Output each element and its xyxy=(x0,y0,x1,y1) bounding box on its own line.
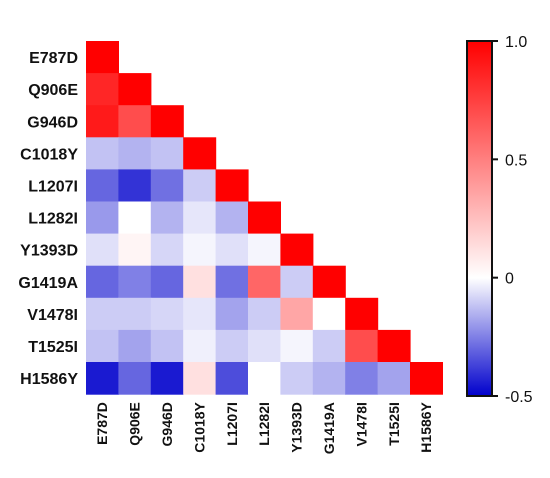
row-label-G946D: G946D xyxy=(27,114,78,131)
heatmap-cell-L1282I-E787D xyxy=(86,201,119,235)
column-label-L1282I: L1282I xyxy=(256,402,272,446)
heatmap-cell-H1586Y-C1018Y xyxy=(183,362,217,395)
heatmap-cell-L1282I-G946D xyxy=(150,201,184,235)
heatmap-cell-T1525I-Y1393D xyxy=(280,329,314,363)
heatmap-cell-T1525I-C1018Y xyxy=(183,329,217,363)
heatmap-cell-V1478I-L1207I xyxy=(215,297,249,331)
row-label-Y1393D: Y1393D xyxy=(20,243,78,260)
heatmap-cell-Y1393D-L1282I xyxy=(248,233,281,267)
heatmap-cell-L1207I-L1207I xyxy=(215,169,249,203)
heatmap-cell-C1018Y-C1018Y xyxy=(183,137,217,170)
row-label-G1419A: G1419A xyxy=(18,275,78,292)
column-label-Q906E: Q906E xyxy=(127,402,143,446)
colorbar-ticks: 1.0 0.5 0 -0.5 xyxy=(492,34,533,406)
column-label-G946D: G946D xyxy=(159,402,175,446)
heatmap-cell-C1018Y-Q906E xyxy=(118,137,152,170)
column-label-H1586Y: H1586Y xyxy=(418,401,434,452)
heatmap-cell-Y1393D-Q906E xyxy=(118,233,152,267)
heatmap-cell-G1419A-L1207I xyxy=(215,265,249,299)
heatmap-cell-G1419A-Q906E xyxy=(118,265,152,299)
heatmap-cell-H1586Y-G946D xyxy=(150,362,184,395)
heatmap-cell-H1586Y-E787D xyxy=(86,362,119,395)
heatmap-cell-L1207I-C1018Y xyxy=(183,169,217,203)
heatmap-cell-T1525I-T1525I xyxy=(377,329,411,363)
heatmap-cell-T1525I-L1207I xyxy=(215,329,249,363)
column-label-T1525I: T1525I xyxy=(386,402,402,446)
colorbar xyxy=(466,40,493,397)
heatmap-cell-T1525I-E787D xyxy=(86,329,119,363)
heatmap-cell-C1018Y-E787D xyxy=(86,137,119,170)
row-label-L1207I: L1207I xyxy=(28,178,78,195)
heatmap-cell-H1586Y-Y1393D xyxy=(280,362,314,395)
column-label-L1207I: L1207I xyxy=(224,402,240,446)
heatmap-cell-G946D-Q906E xyxy=(118,105,152,138)
heatmap-cell-T1525I-L1282I xyxy=(248,329,281,363)
heatmap-cell-Y1393D-L1207I xyxy=(215,233,249,267)
column-label-Y1393D: Y1393D xyxy=(289,402,305,453)
row-label-L1282I: L1282I xyxy=(28,211,78,228)
heatmap-cell-Y1393D-G946D xyxy=(150,233,184,267)
row-label-H1586Y: H1586Y xyxy=(20,371,78,388)
heatmap-cell-T1525I-Q906E xyxy=(118,329,152,363)
heatmap-cell-H1586Y-T1525I xyxy=(377,362,411,395)
heatmap-cells xyxy=(86,41,443,395)
heatmap-cell-L1207I-E787D xyxy=(86,169,119,203)
heatmap-cell-G1419A-G1419A xyxy=(312,265,346,299)
heatmap-cell-H1586Y-H1586Y xyxy=(410,362,443,395)
column-label-V1478I: V1478I xyxy=(353,402,369,446)
heatmap-cell-G1419A-L1282I xyxy=(248,265,281,299)
heatmap-cell-T1525I-G946D xyxy=(150,329,184,363)
heatmap-cell-Y1393D-E787D xyxy=(86,233,119,267)
heatmap-cell-L1282I-L1207I xyxy=(215,201,249,235)
heatmap-cell-V1478I-L1282I xyxy=(248,297,281,331)
column-label-C1018Y: C1018Y xyxy=(191,401,207,452)
row-label-C1018Y: C1018Y xyxy=(20,146,78,163)
heatmap-cell-H1586Y-L1282I xyxy=(248,362,281,395)
heatmap-cell-V1478I-V1478I xyxy=(345,297,379,331)
heatmap-cell-Q906E-E787D xyxy=(86,73,119,106)
heatmap-cell-V1478I-G1419A xyxy=(312,297,346,331)
heatmap-cell-L1207I-Q906E xyxy=(118,169,152,203)
heatmap-cell-V1478I-Q906E xyxy=(118,297,152,331)
heatmap-cell-L1207I-G946D xyxy=(150,169,184,203)
heatmap-cell-V1478I-C1018Y xyxy=(183,297,217,331)
colorbar-tick-label: 1.0 xyxy=(505,34,527,51)
row-label-E787D: E787D xyxy=(29,50,78,67)
heatmap-cell-L1282I-C1018Y xyxy=(183,201,217,235)
row-label-V1478I: V1478I xyxy=(27,307,78,324)
colorbar-tick-label: 0 xyxy=(505,271,514,288)
colorbar-tick-label: 0.5 xyxy=(505,152,527,169)
heatmap-cell-V1478I-Y1393D xyxy=(280,297,314,331)
row-label-T1525I: T1525I xyxy=(28,339,78,356)
colorbar-gradient xyxy=(466,40,493,397)
colorbar-tick-label: -0.5 xyxy=(505,389,533,406)
heatmap-cell-G1419A-E787D xyxy=(86,265,119,299)
heatmap-cell-H1586Y-V1478I xyxy=(345,362,379,395)
heatmap-cell-V1478I-E787D xyxy=(86,297,119,331)
heatmap-cell-G1419A-Y1393D xyxy=(280,265,314,299)
heatmap-cell-Y1393D-Y1393D xyxy=(280,233,314,267)
heatmap-cell-G946D-E787D xyxy=(86,105,119,138)
heatmap-cell-G1419A-G946D xyxy=(150,265,184,299)
heatmap-cell-T1525I-V1478I xyxy=(345,329,379,363)
heatmap-cell-H1586Y-Q906E xyxy=(118,362,152,395)
heatmap-cell-L1282I-Q906E xyxy=(118,201,152,235)
heatmap-cell-Y1393D-C1018Y xyxy=(183,233,217,267)
heatmap-cell-T1525I-G1419A xyxy=(312,329,346,363)
heatmap-cell-G1419A-C1018Y xyxy=(183,265,217,299)
row-labels: E787D Q906E G946D C1018Y L1207I L1282I Y1393D G… xyxy=(18,50,78,388)
heatmap-cell-H1586Y-L1207I xyxy=(215,362,249,395)
column-label-E787D: E787D xyxy=(94,402,110,445)
row-label-Q906E: Q906E xyxy=(28,82,78,99)
heatmap-cell-H1586Y-G1419A xyxy=(312,362,346,395)
column-labels: E787D Q906E G946D C1018Y L1207I L1282I Y1393D G… xyxy=(94,401,434,454)
heatmap-cell-G946D-G946D xyxy=(150,105,184,138)
heatmap-cell-L1282I-L1282I xyxy=(248,201,281,235)
heatmap-cell-V1478I-G946D xyxy=(150,297,184,331)
heatmap-cell-E787D-E787D xyxy=(86,41,119,74)
heatmap-cell-C1018Y-G946D xyxy=(150,137,184,170)
column-label-G1419A: G1419A xyxy=(321,402,337,454)
heatmap-cell-Q906E-Q906E xyxy=(118,73,152,106)
